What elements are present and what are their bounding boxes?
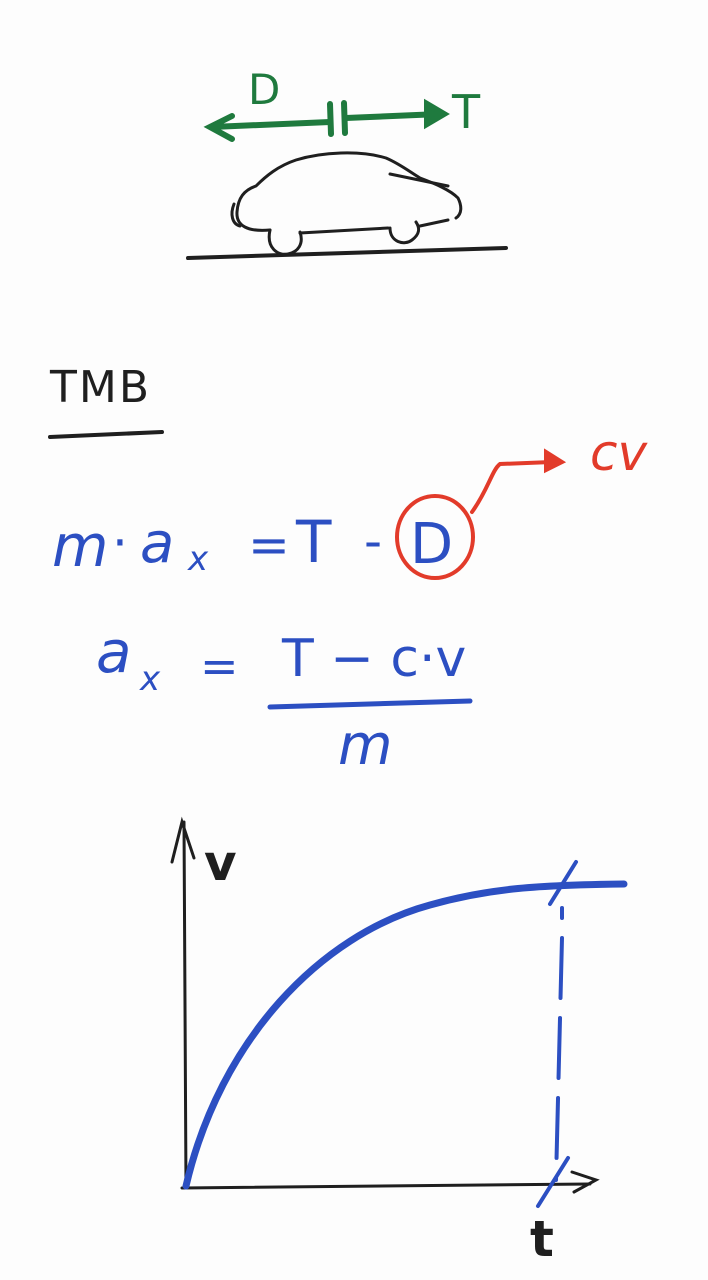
acceleration-subscript: x	[139, 659, 161, 699]
ground-line	[186, 246, 508, 260]
fraction-bar	[267, 698, 473, 710]
drag-symbol: D	[410, 512, 453, 577]
drag-force-label: D	[248, 65, 280, 114]
car-force-diagram: D T	[186, 65, 508, 260]
section-heading: TMB	[49, 362, 151, 413]
drag-arrow	[203, 113, 333, 142]
fraction-numerator: T − c·v	[281, 629, 466, 689]
fraction-denominator: m	[338, 713, 393, 778]
acceleration-symbol: a	[96, 618, 132, 686]
multiply-dot: ·	[112, 514, 128, 572]
equation-newton-second-law: m · a x = T - D	[52, 508, 453, 580]
drag-highlight-circle	[395, 494, 475, 580]
graph-axes	[170, 816, 600, 1194]
y-axis-label: v	[204, 834, 237, 892]
heading-underline	[48, 430, 164, 439]
drag-model-annotation: cv	[590, 424, 648, 482]
car-outline	[230, 151, 463, 256]
terminal-velocity-marker	[536, 860, 578, 1208]
acceleration-subscript: x	[187, 539, 209, 579]
velocity-time-graph: v t	[170, 816, 628, 1268]
x-axis-label: t	[530, 1210, 554, 1268]
thrust-force-label: T	[451, 85, 481, 139]
equals-sign: =	[200, 639, 239, 693]
acceleration-symbol: a	[140, 511, 174, 576]
velocity-curve	[182, 880, 628, 1190]
drag-annotation-arrow	[470, 448, 567, 514]
thrust-symbol: T	[295, 508, 332, 576]
equation-acceleration: a x = T − c·v m	[96, 618, 466, 778]
equals-sign: =	[248, 516, 290, 574]
thrust-arrow	[327, 98, 450, 137]
mass-symbol: m	[52, 512, 109, 580]
minus-sign: -	[364, 512, 382, 570]
